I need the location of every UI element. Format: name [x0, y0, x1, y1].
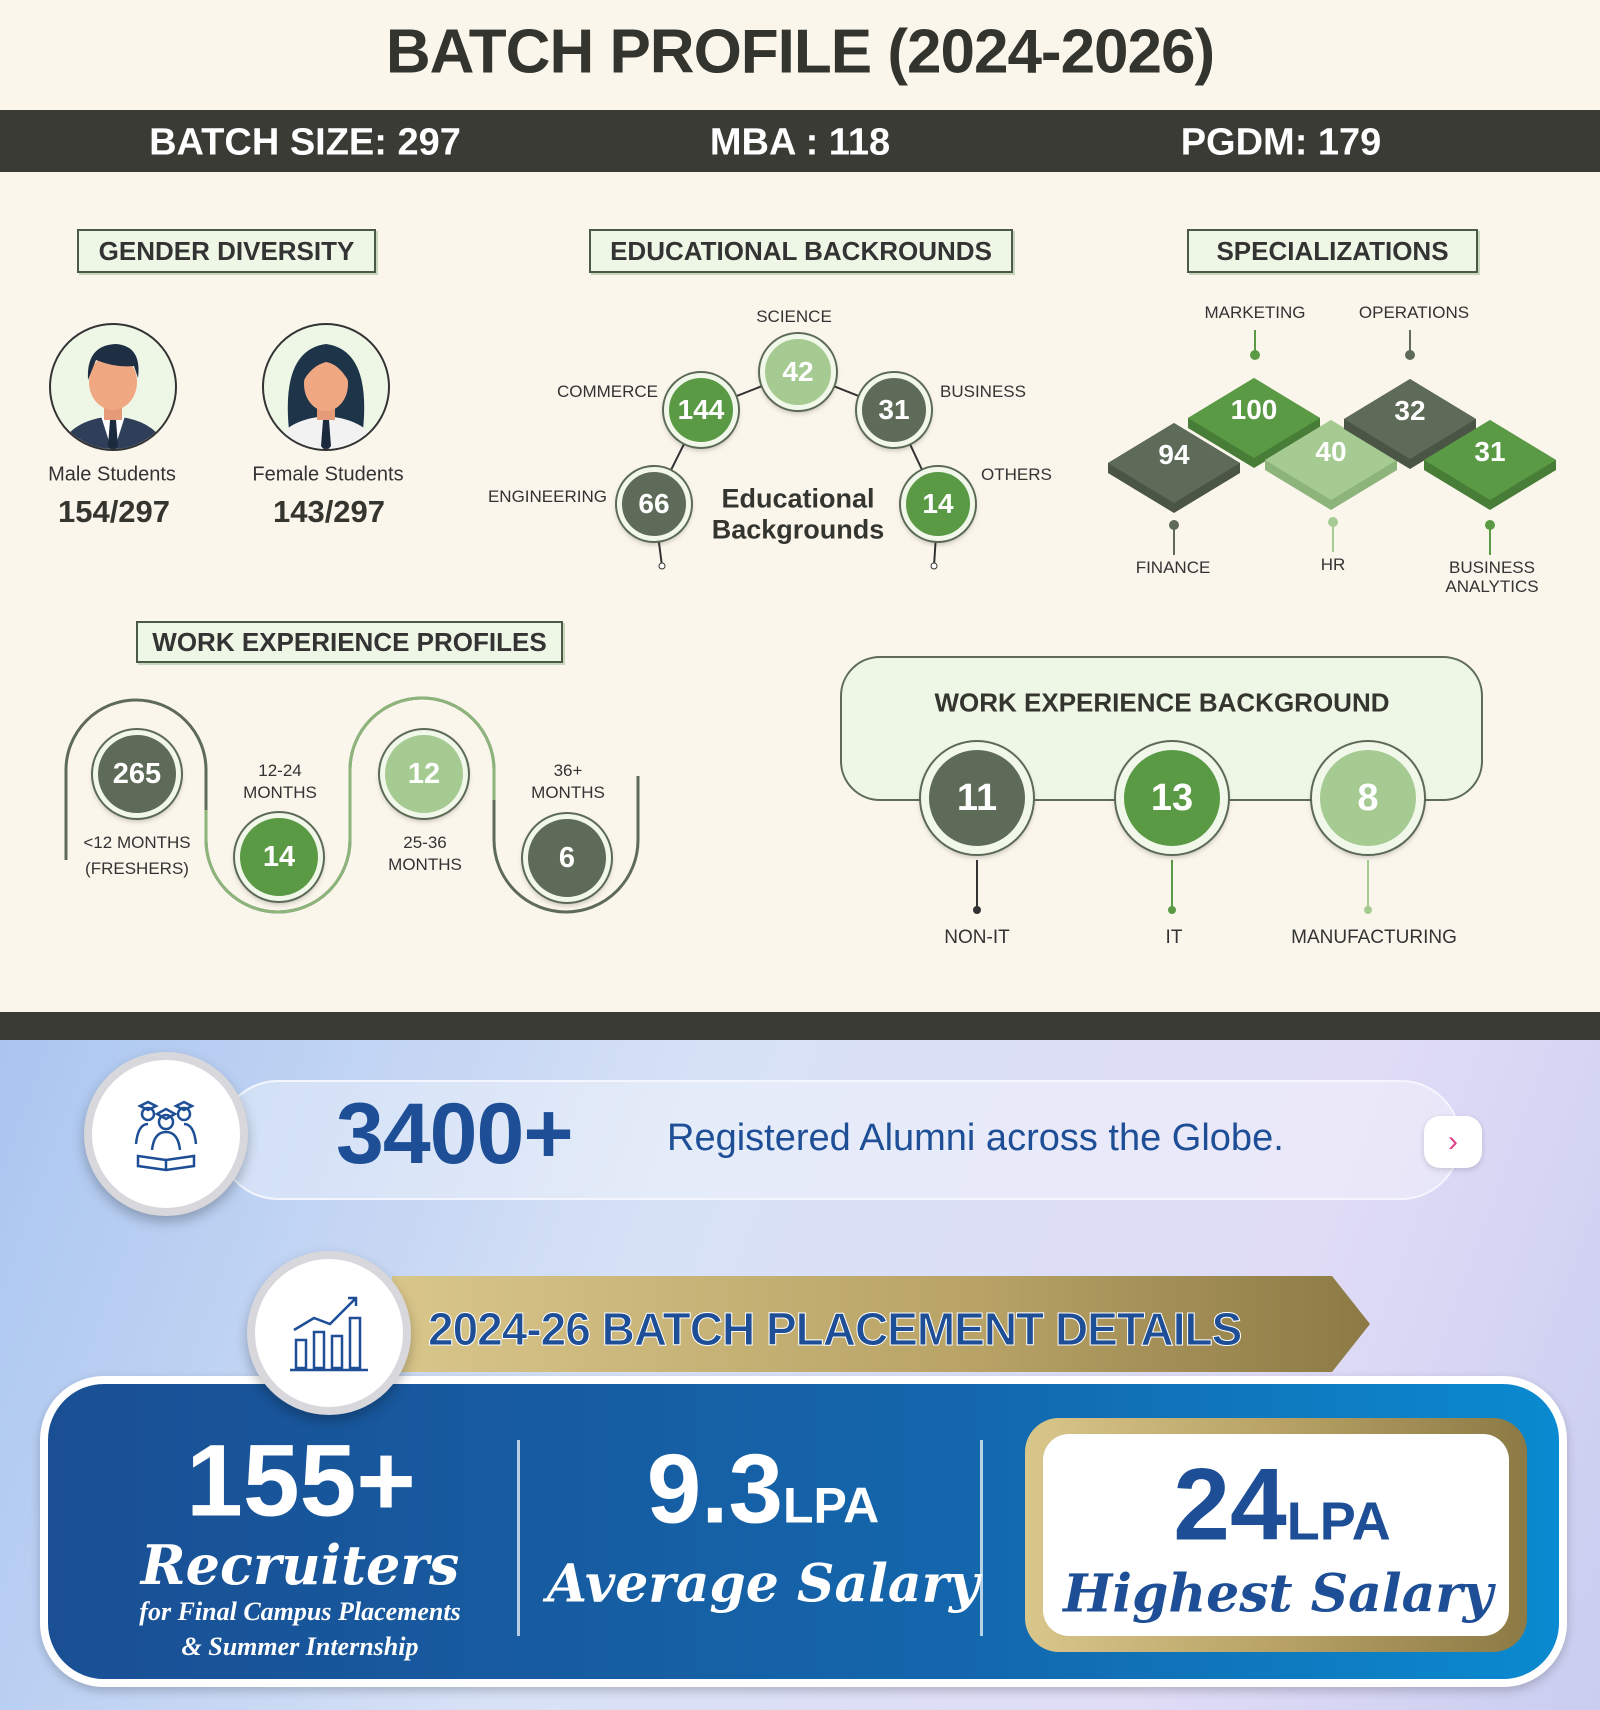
under-12-label-2: (FRESHERS)	[85, 859, 189, 878]
engineering-circle: 66	[617, 467, 691, 541]
section-divider	[0, 1012, 1600, 1040]
work-background-heading: WORK EXPERIENCE BACKGROUND	[934, 687, 1390, 718]
female-avatar-icon	[262, 323, 390, 451]
marketing-diamond	[1188, 378, 1320, 468]
science-label: SCIENCE	[756, 307, 832, 326]
average-salary-label: Average Salary	[546, 1553, 980, 1615]
it-circle: 13	[1116, 742, 1228, 854]
stat-divider	[517, 1440, 520, 1636]
business-analytics-diamond	[1424, 420, 1556, 510]
placement-heading: 2024-26 BATCH PLACEMENT DETAILS	[427, 1303, 1242, 1356]
others-label: OTHERS	[981, 465, 1052, 484]
female-label: Female Students	[252, 463, 404, 486]
work-profiles-heading: WORK EXPERIENCE PROFILES	[136, 621, 563, 663]
alumni-count: 3400+	[336, 1086, 574, 1182]
female-value: 143/297	[272, 494, 386, 529]
commerce-label: COMMERCE	[556, 382, 658, 401]
recruiters-label: Recruiters	[140, 1533, 460, 1597]
finance-value: 94	[1158, 439, 1190, 470]
25-36-label-2: MONTHS	[388, 855, 462, 874]
work-profiles-snake	[64, 696, 640, 914]
operations-label: OPERATIONS	[1358, 303, 1470, 322]
alumni-arrow-button[interactable]: ›	[1424, 1116, 1482, 1168]
12-24-months-circle: 14	[235, 813, 323, 901]
finance-diamond	[1108, 423, 1240, 513]
highest-salary-label: Highest Salary	[1063, 1563, 1493, 1625]
under-12-label-1: <12 MONTHS	[83, 833, 191, 852]
business-circle: 31	[857, 373, 931, 447]
alumni-text: Registered Alumni across the Globe.	[667, 1117, 1284, 1159]
average-salary-value: 9.3	[646, 1433, 783, 1544]
business-analytics-value: 31	[1474, 436, 1506, 467]
placement-icon-badge	[247, 1251, 411, 1415]
specialization-diamonds	[1108, 330, 1556, 555]
manufacturing-circle: 8	[1312, 742, 1424, 854]
gender-heading: GENDER DIVERSITY	[77, 229, 376, 273]
others-circle: 14	[901, 467, 975, 541]
average-salary-figure: 9.3LPA	[647, 1433, 880, 1546]
work-background-connectors	[973, 860, 1372, 914]
alumni-pill	[218, 1080, 1461, 1200]
pgdm-count: PGDM: 179	[1180, 121, 1382, 164]
12-24-label-1: 12-24	[258, 761, 302, 780]
highest-salary-value: 24	[1173, 1447, 1287, 1562]
alumni-graduates-icon	[134, 1100, 198, 1172]
highest-salary-unit: LPA	[1286, 1491, 1391, 1552]
alumni-icon-badge	[84, 1052, 248, 1216]
stat-divider	[980, 1440, 983, 1636]
recruiters-sub-2: & Summer Internship	[181, 1632, 419, 1661]
non-it-label: NON-IT	[944, 927, 1010, 948]
education-center-line2: Backgrounds	[711, 514, 885, 545]
highest-salary-card	[1043, 1434, 1509, 1636]
marketing-value: 100	[1230, 394, 1278, 425]
operations-value: 32	[1394, 395, 1426, 426]
engineering-label: ENGINEERING	[487, 487, 607, 506]
25-36-label-1: 25-36	[403, 833, 447, 852]
summary-band	[0, 110, 1600, 172]
recruiters-value: 155+	[186, 1423, 416, 1538]
education-center-line1: Educational	[721, 483, 875, 514]
business-analytics-label-1: BUSINESS	[1449, 558, 1535, 577]
business-analytics-label-2: ANALYTICS	[1445, 577, 1539, 596]
male-label: Male Students	[48, 463, 176, 486]
25-36-months-circle: 12	[380, 730, 468, 818]
marketing-label: MARKETING	[1204, 303, 1306, 322]
hr-value: 40	[1315, 436, 1347, 467]
it-label: IT	[1165, 927, 1183, 948]
highest-salary-figure: 24LPA	[1173, 1447, 1390, 1564]
business-label: BUSINESS	[940, 382, 1026, 401]
commerce-circle: 144	[664, 373, 738, 447]
36-plus-label-2: MONTHS	[531, 783, 605, 802]
recruiters-sub-1: for Final Campus Placements	[139, 1597, 461, 1626]
36-plus-months-circle: 6	[523, 814, 611, 902]
placement-ribbon	[392, 1276, 1370, 1372]
science-circle: 42	[760, 334, 836, 410]
hr-label: HR	[1320, 555, 1346, 574]
average-salary-unit: LPA	[782, 1477, 880, 1534]
under-12-months-circle: 265	[93, 730, 181, 818]
batch-size: BATCH SIZE: 297	[149, 121, 461, 164]
non-it-circle: 11	[921, 742, 1033, 854]
manufacturing-label: MANUFACTURING	[1291, 927, 1457, 948]
operations-diamond	[1344, 379, 1476, 469]
page-title: BATCH PROFILE (2024-2026)	[385, 17, 1215, 87]
36-plus-label-1: 36+	[553, 761, 583, 780]
male-avatar-icon	[49, 323, 177, 451]
bar-chart-growth-icon	[290, 1296, 368, 1372]
finance-label: FINANCE	[1135, 558, 1211, 577]
education-heading: EDUCATIONAL BACKROUNDS	[589, 229, 1013, 273]
mba-count: MBA : 118	[709, 121, 891, 164]
male-value: 154/297	[57, 494, 171, 529]
specializations-heading: SPECIALIZATIONS	[1187, 229, 1478, 273]
12-24-label-2: MONTHS	[243, 783, 317, 802]
